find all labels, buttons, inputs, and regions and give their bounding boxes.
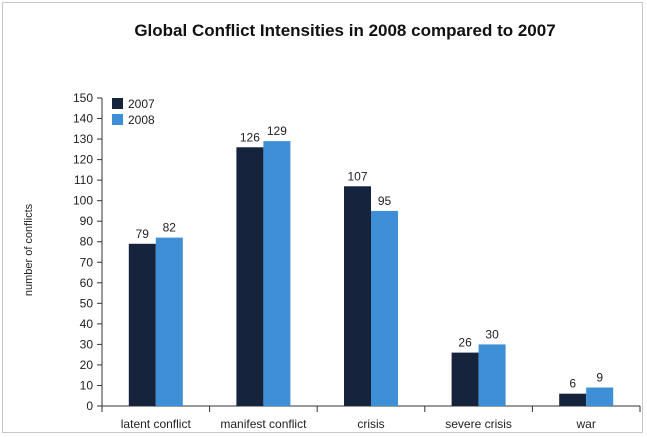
x-tick-label: severe crisis	[445, 417, 512, 431]
data-label: 26	[458, 336, 472, 350]
data-label: 126	[240, 130, 260, 144]
y-tick-label: 20	[80, 358, 94, 372]
y-tick-label: 30	[80, 337, 94, 351]
y-tick-label: 70	[80, 255, 94, 269]
bar-2008-severe-crisis	[478, 344, 506, 406]
data-label: 129	[267, 124, 287, 138]
y-tick-label: 110	[74, 173, 93, 187]
y-tick-label: 100	[73, 194, 93, 208]
x-tick-label: war	[576, 417, 596, 431]
x-tick-label: manifest conflict	[220, 417, 307, 431]
y-tick-label: 80	[80, 235, 94, 249]
data-label: 30	[485, 327, 499, 341]
legend-label-2008: 2008	[128, 113, 155, 127]
x-tick-label: latent conflict	[121, 417, 192, 431]
data-label: 82	[163, 221, 177, 235]
chart-frame	[2, 2, 643, 433]
bar-2008-latent-conflict	[155, 237, 183, 406]
y-tick-label: 120	[73, 153, 93, 167]
chart-title: Global Conflict Intensities in 2008 comp…	[134, 21, 555, 40]
y-tick-label: 150	[73, 91, 93, 105]
legend-swatch-2008	[112, 114, 123, 125]
y-tick-label: 60	[80, 276, 94, 290]
x-tick-label: crisis	[357, 417, 384, 431]
y-tick-label: 0	[86, 399, 93, 413]
data-label: 95	[378, 194, 392, 208]
y-tick-label: 130	[73, 132, 93, 146]
data-label: 79	[136, 227, 150, 241]
data-label: 9	[596, 371, 603, 385]
y-tick-label: 50	[80, 296, 94, 310]
legend: 2007 2008	[112, 97, 155, 127]
bar-2008-war	[586, 387, 614, 406]
bar-2007-latent-conflict	[128, 243, 156, 406]
y-tick-label: 90	[80, 214, 94, 228]
y-tick-label: 140	[73, 112, 93, 126]
bar-2007-crisis	[344, 186, 371, 406]
bar-2008-manifest-conflict	[263, 141, 291, 406]
bars: 79 82 126 129 107 95 26 30 6 9	[128, 124, 614, 406]
axes: 0 10 20 30 40 50 60 70 80 90 100 110 120 130 140 150 lat…	[73, 91, 641, 431]
y-tick-label: 10	[80, 378, 94, 392]
bar-2007-manifest-conflict	[236, 147, 264, 406]
bar-2008-crisis	[371, 210, 398, 406]
data-label: 107	[347, 169, 367, 183]
bar-2007-severe-crisis	[451, 352, 479, 406]
y-tick-label: 40	[80, 317, 94, 331]
legend-swatch-2007	[112, 98, 123, 109]
bar-2007-war	[559, 393, 587, 406]
y-axis-label: number of conflicts	[23, 203, 35, 296]
data-label: 6	[569, 377, 576, 391]
legend-label-2007: 2007	[128, 97, 155, 111]
